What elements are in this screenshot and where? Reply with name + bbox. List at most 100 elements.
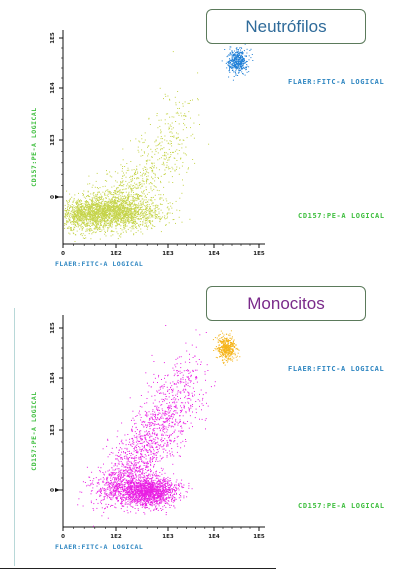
data-point [197, 99, 199, 101]
data-point [103, 215, 105, 217]
data-point [112, 210, 114, 212]
data-point [233, 60, 235, 62]
data-point [115, 458, 117, 460]
data-point [87, 224, 89, 226]
data-point [146, 382, 148, 384]
data-point [110, 206, 111, 208]
data-point [154, 180, 156, 182]
data-point [120, 208, 122, 210]
data-point [90, 500, 92, 502]
data-point [70, 213, 72, 214]
data-point [245, 69, 247, 71]
data-point [99, 231, 101, 232]
data-point [136, 194, 138, 196]
data-point [116, 192, 118, 193]
data-point [134, 177, 135, 179]
data-point [133, 199, 135, 201]
data-point [156, 216, 158, 218]
data-point [136, 452, 138, 454]
data-point [119, 455, 121, 457]
data-point [116, 218, 117, 220]
data-point [239, 61, 241, 63]
data-point [229, 59, 231, 61]
data-point [134, 197, 136, 199]
data-point [129, 479, 131, 481]
data-point [132, 483, 134, 485]
data-point [180, 363, 182, 365]
data-point [154, 395, 156, 397]
data-point [95, 200, 97, 202]
data-point [80, 211, 82, 213]
data-point [143, 214, 145, 216]
data-point [109, 191, 111, 193]
data-point [109, 221, 111, 223]
data-point [130, 199, 132, 201]
data-point [115, 221, 117, 223]
data-point [190, 135, 192, 137]
data-point [81, 220, 83, 222]
data-point [235, 66, 237, 68]
data-point [72, 218, 74, 219]
data-point [188, 407, 190, 409]
data-point [170, 125, 172, 127]
data-point [157, 208, 159, 210]
data-point [176, 484, 178, 486]
data-point [230, 59, 232, 61]
data-point [232, 67, 233, 69]
data-point [232, 55, 234, 56]
data-point [135, 416, 137, 417]
data-point [138, 187, 140, 189]
data-point [119, 189, 121, 191]
data-point [64, 227, 66, 229]
data-point [128, 195, 130, 197]
data-point [90, 215, 92, 217]
data-point [240, 63, 242, 65]
data-point [152, 481, 154, 483]
data-point [115, 211, 117, 213]
data-point [125, 200, 127, 201]
data-point [238, 49, 239, 51]
data-point [140, 454, 142, 456]
data-point [174, 424, 176, 426]
data-point [126, 185, 128, 187]
data-point [156, 216, 158, 218]
data-point [148, 440, 150, 442]
data-point [198, 359, 200, 360]
data-point [234, 55, 236, 57]
data-point [168, 166, 170, 168]
data-point [164, 139, 166, 141]
data-point [151, 220, 153, 222]
data-point [152, 212, 154, 214]
data-point [131, 169, 133, 171]
data-point [134, 204, 136, 206]
data-point [156, 214, 158, 216]
data-point [231, 57, 233, 59]
data-point [120, 218, 122, 220]
data-point [148, 220, 150, 222]
data-point [155, 413, 156, 415]
data-point [82, 222, 84, 224]
data-point [84, 214, 86, 216]
data-point [122, 218, 124, 220]
data-point [137, 197, 139, 199]
data-point [120, 199, 122, 201]
data-point [240, 59, 242, 61]
data-point [131, 463, 133, 465]
data-point [166, 213, 168, 215]
data-point [176, 149, 178, 151]
data-point [78, 213, 80, 215]
data-point [115, 206, 117, 208]
data-point [93, 213, 95, 215]
data-point [182, 129, 184, 131]
data-point [98, 479, 100, 481]
data-point [109, 483, 111, 485]
data-point [122, 217, 124, 218]
data-point [86, 220, 88, 222]
data-point [150, 182, 151, 184]
data-point [152, 178, 154, 180]
data-point [109, 199, 111, 201]
data-point [69, 216, 70, 218]
data-point [175, 498, 177, 500]
data-point [143, 421, 145, 423]
data-point [139, 216, 141, 218]
